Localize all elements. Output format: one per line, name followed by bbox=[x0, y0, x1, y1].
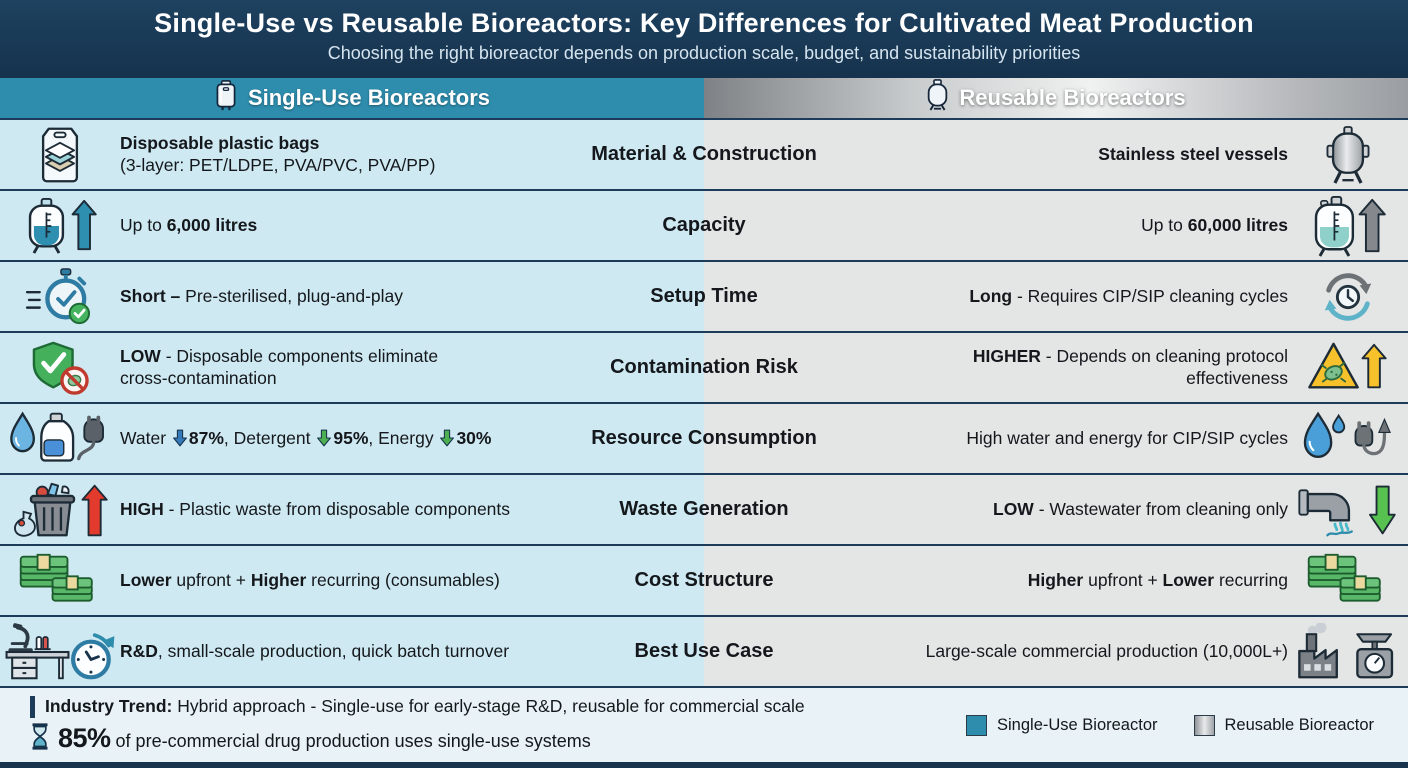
reusable-value: HIGHER - Depends on cleaning protocol eff… bbox=[972, 346, 1288, 388]
table-row: Water 87%, Detergent 95%, Energy 30% Reso… bbox=[0, 402, 1408, 473]
shield-no-germ-icon bbox=[0, 340, 120, 396]
column-header-label: Single-Use Bioreactors bbox=[247, 85, 491, 110]
page-subtitle: Choosing the right bioreactor depends on… bbox=[327, 43, 1081, 63]
trend-block: Industry Trend: Hybrid approach - Single… bbox=[30, 695, 805, 755]
reusable-value: Large-scale commercial production (10,00… bbox=[925, 640, 1288, 661]
money-stacks-icon bbox=[0, 552, 120, 610]
comparison-table: Disposable plastic bags (3-layer: PET/LDP… bbox=[0, 118, 1408, 688]
reusable-value: Up to 60,000 litres bbox=[1141, 214, 1288, 235]
page-header: Single-Use vs Reusable Bioreactors: Key … bbox=[0, 0, 1408, 78]
feature-label: Contamination Risk bbox=[610, 356, 798, 378]
down-arrow bbox=[438, 428, 456, 448]
single-use-value: Up to 6,000 litres bbox=[120, 214, 258, 235]
stat-line: 85% of pre-commercial drug production us… bbox=[30, 722, 805, 755]
feature-label: Capacity bbox=[662, 214, 746, 236]
warning-germ-up-arrow-icon bbox=[1288, 340, 1408, 396]
reusable-swatch bbox=[1193, 714, 1215, 736]
bottom-strip bbox=[0, 762, 1408, 768]
small-vessel-up-arrow-icon bbox=[0, 197, 120, 255]
reusable-value: Stainless steel vessels bbox=[1098, 143, 1288, 164]
money-stacks-icon bbox=[1288, 552, 1408, 610]
cleaning-cycle-clock-icon bbox=[1288, 267, 1408, 327]
table-row: R&D, small-scale production, quick batch… bbox=[0, 615, 1408, 686]
single-use-value: R&D, small-scale production, quick batch… bbox=[120, 640, 510, 661]
down-arrow bbox=[171, 428, 189, 448]
feature-label: Resource Consumption bbox=[591, 427, 817, 449]
industry-trend-label: Industry Trend: bbox=[45, 696, 173, 716]
reusable-tank-icon bbox=[926, 79, 949, 117]
feature-label: Setup Time bbox=[650, 285, 758, 307]
single-use-swatch bbox=[966, 714, 987, 736]
large-vessel-up-arrow-icon bbox=[1288, 195, 1408, 257]
feature-label: Waste Generation bbox=[619, 498, 789, 520]
feature-label: Best Use Case bbox=[634, 640, 774, 662]
trash-up-arrow-icon bbox=[0, 481, 120, 539]
single-use-bag-icon bbox=[214, 79, 238, 117]
column-header-single-use: Single-Use Bioreactors bbox=[0, 78, 704, 118]
lab-bench-clock-icon bbox=[0, 622, 120, 682]
single-use-value: Disposable plastic bags (3-layer: PET/LDP… bbox=[120, 133, 436, 175]
reusable-value: Long - Requires CIP/SIP cleaning cycles bbox=[969, 285, 1288, 306]
single-use-value: Water 87%, Detergent 95%, Energy 30% bbox=[120, 427, 492, 448]
legend-label: Reusable Bioreactor bbox=[1224, 715, 1375, 734]
stopwatch-check-icon bbox=[0, 267, 120, 327]
table-row: Lower upfront + Higher recurring (consum… bbox=[0, 544, 1408, 615]
single-use-value: Short – Pre-sterilised, plug-and-play bbox=[120, 285, 404, 306]
legend-label: Single-Use Bioreactor bbox=[997, 715, 1158, 734]
water-plug-up-arrow-icon bbox=[1288, 410, 1408, 468]
column-header-reusable: Reusable Bioreactors bbox=[704, 78, 1408, 118]
stainless-vessel-icon bbox=[1288, 125, 1408, 185]
table-row: HIGH - Plastic waste from disposable com… bbox=[0, 473, 1408, 544]
reusable-value: Higher upfront + Lower recurring bbox=[1027, 569, 1288, 590]
table-row: Up to 6,000 litres Capacity Up to 60,000 l… bbox=[0, 189, 1408, 260]
industry-trend-text: Hybrid approach - Single-use for early-s… bbox=[172, 696, 805, 716]
stat-value: 85% bbox=[58, 723, 111, 753]
feature-label: Cost Structure bbox=[634, 569, 774, 591]
drain-pipe-down-arrow-icon bbox=[1288, 481, 1408, 539]
column-header-label: Reusable Bioreactors bbox=[959, 85, 1186, 110]
column-headers: Single-Use Bioreactors Reusable Bioreact… bbox=[0, 78, 1408, 118]
table-row: Disposable plastic bags (3-layer: PET/LDP… bbox=[0, 118, 1408, 189]
legend-item-reusable: Reusable Bioreactor bbox=[1193, 714, 1375, 736]
single-use-value: HIGH - Plastic waste from disposable com… bbox=[120, 498, 511, 519]
hourglass-icon bbox=[30, 722, 50, 755]
feature-label: Material & Construction bbox=[591, 143, 817, 165]
page-footer: Industry Trend: Hybrid approach - Single… bbox=[0, 688, 1408, 762]
accent-bar bbox=[30, 695, 35, 718]
legend: Single-Use Bioreactor Reusable Bioreacto… bbox=[966, 714, 1378, 736]
water-detergent-plug-icon bbox=[0, 410, 120, 468]
single-use-value: Lower upfront + Higher recurring (consum… bbox=[120, 569, 500, 590]
table-row: LOW - Disposable components eliminate cro… bbox=[0, 331, 1408, 402]
reusable-value: LOW - Wastewater from cleaning only bbox=[993, 498, 1288, 519]
down-arrow bbox=[315, 428, 333, 448]
page-title: Single-Use vs Reusable Bioreactors: Key … bbox=[154, 8, 1254, 38]
factory-scale-icon bbox=[1288, 622, 1408, 681]
legend-item-single-use: Single-Use Bioreactor bbox=[966, 714, 1158, 736]
single-use-value: LOW - Disposable components eliminate cro… bbox=[120, 346, 439, 388]
stat-text: of pre-commercial drug production uses s… bbox=[110, 731, 591, 751]
table-row: Short – Pre-sterilised, plug-and-play Set… bbox=[0, 260, 1408, 331]
industry-trend-line: Industry Trend: Hybrid approach - Single… bbox=[30, 695, 805, 718]
reusable-value: High water and energy for CIP/SIP cycles bbox=[966, 427, 1288, 448]
layered-plastic-bag-icon bbox=[0, 125, 120, 185]
